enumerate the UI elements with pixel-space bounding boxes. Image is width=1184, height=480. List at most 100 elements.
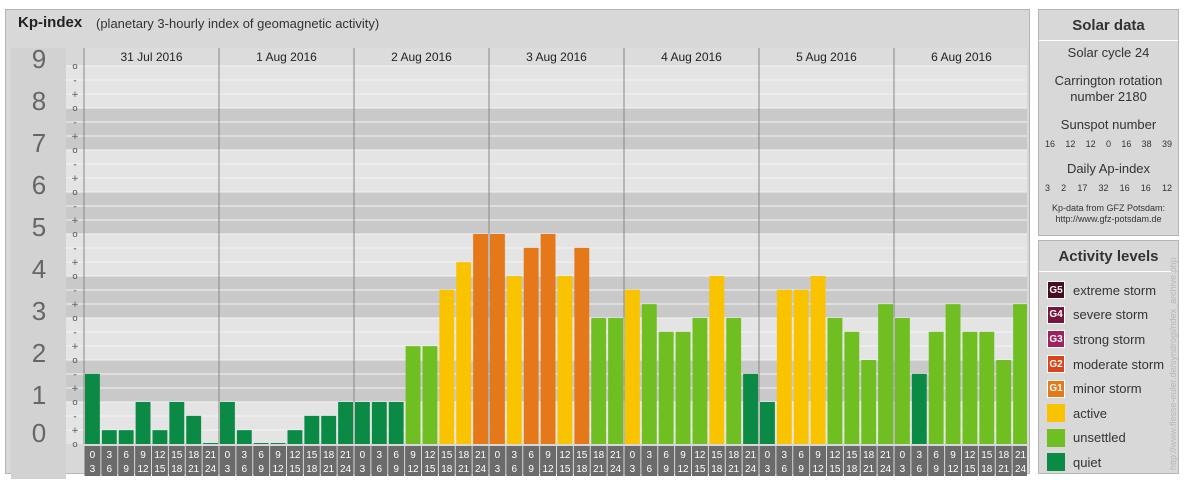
credit-text: http://www.flesse-euler.de/syndrogi/ndex…: [1168, 257, 1178, 470]
hour-end: 21: [593, 464, 605, 475]
hour-cell: [135, 446, 151, 476]
kp-bar: [371, 402, 387, 444]
hour-end: 24: [475, 464, 487, 475]
hour-start: 21: [610, 450, 622, 461]
hour-end: 21: [458, 464, 470, 475]
day-label-0: 31 Jul 2016: [120, 50, 182, 64]
chart-title: Kp-index: [18, 14, 83, 31]
kp-bar: [422, 346, 438, 444]
hour-cell: [742, 446, 759, 476]
kp-bar: [608, 318, 623, 444]
hour-end: 24: [1015, 464, 1027, 475]
hour-cell: [118, 446, 135, 476]
hour-start: 6: [663, 450, 669, 461]
hour-start: 9: [545, 450, 551, 461]
minor-tick: -: [73, 370, 76, 380]
minor-tick: o: [72, 104, 78, 114]
minor-tick: -: [73, 244, 76, 254]
kp-bar: [253, 443, 269, 444]
hour-cell: [995, 446, 1012, 476]
kp-bar: [574, 247, 590, 444]
hour-cell: [202, 446, 219, 476]
kp-bar: [641, 304, 657, 444]
kp-bar: [540, 234, 556, 444]
sunspot-value-5: 38: [1141, 139, 1152, 149]
hour-end: 6: [107, 464, 113, 475]
kp-bar: [962, 331, 978, 444]
hour-cell: [911, 446, 928, 476]
sunspot-value-4: 16: [1121, 139, 1132, 149]
kp-bar: [169, 402, 185, 444]
level-swatch-5: [1047, 404, 1065, 423]
y-tick-7: 7: [32, 128, 46, 158]
ap-value-3: 32: [1098, 183, 1109, 193]
hour-start: 6: [393, 450, 399, 461]
hour-start: 15: [441, 450, 453, 461]
kp-bar: [101, 430, 117, 444]
hour-start: 18: [728, 450, 740, 461]
hour-cell: [708, 446, 725, 476]
hour-cell: [759, 446, 776, 476]
hour-cell: [894, 446, 911, 476]
minor-tick: -: [73, 412, 76, 422]
hour-start: 0: [225, 450, 231, 461]
hour-start: 12: [829, 450, 841, 461]
hour-end: 18: [981, 464, 993, 475]
ap-value-4: 16: [1119, 183, 1130, 193]
level-minor-storm: G1 minor storm: [1047, 376, 1178, 401]
data-source-link[interactable]: http://www.gfz-potsdam.de: [1055, 214, 1162, 224]
hour-start: 12: [154, 450, 166, 461]
data-source-line1: Kp-data from GFZ Potsdam:: [1051, 203, 1166, 213]
hour-cell: [725, 446, 742, 476]
hour-cell: [860, 446, 877, 476]
hour-end: 12: [678, 464, 690, 475]
y-tick-8: 8: [32, 86, 46, 116]
day-label-3: 3 Aug 2016: [526, 50, 587, 64]
hour-cell: [776, 446, 793, 476]
hour-end: 9: [528, 464, 534, 475]
hour-end: 6: [377, 464, 383, 475]
levels-list: G5 extreme storm G4 severe storm G3 strong st…: [1039, 278, 1178, 475]
data-source-note: Kp-data from GFZ Potsdam: http://www.gfz…: [1039, 203, 1178, 225]
minor-tick: -: [73, 160, 76, 170]
hour-end: 6: [782, 464, 788, 475]
minor-tick: +: [71, 300, 79, 310]
kp-bar: [878, 304, 893, 444]
hour-start: 12: [424, 450, 436, 461]
level-swatch-0: G5: [1047, 281, 1065, 300]
kp-bar: [692, 318, 708, 444]
minor-tick: o: [72, 188, 78, 198]
hour-end: 9: [258, 464, 264, 475]
hour-start: 18: [323, 450, 335, 461]
hour-cell: [945, 446, 961, 476]
hour-cell: [573, 446, 590, 476]
kp-bar: [625, 289, 640, 444]
ap-title: Daily Ap-index: [1066, 161, 1151, 176]
kp-bar: [152, 430, 168, 444]
hour-cell: [168, 446, 185, 476]
kp-bar: [236, 430, 252, 444]
hour-start: 18: [998, 450, 1010, 461]
hour-end: 12: [273, 464, 285, 475]
minor-tick: o: [72, 230, 78, 240]
hour-start: 21: [205, 450, 217, 461]
kp-bar: [793, 289, 809, 444]
day-label-5: 5 Aug 2016: [796, 50, 857, 64]
minor-tick: -: [73, 370, 76, 380]
minor-tick: +: [71, 174, 79, 184]
y-tick-4: 4: [32, 254, 46, 284]
hour-start: 18: [188, 450, 200, 461]
hour-cell: [422, 446, 438, 476]
minor-tick: +: [71, 132, 79, 142]
hour-end: 6: [917, 464, 923, 475]
kp-bar: [658, 331, 674, 444]
hour-cell: [455, 446, 472, 476]
hour-cell: [827, 446, 843, 476]
sunspot-value-0: 16: [1045, 139, 1056, 149]
kp-chart-panel: Kp-index (planetary 3-hourly index of ge…: [5, 9, 1030, 479]
hour-cell: [405, 446, 421, 476]
kp-bar: [287, 430, 303, 444]
hour-cell: [978, 446, 995, 476]
kp-bar: [810, 276, 826, 444]
hour-start: 18: [458, 450, 470, 461]
